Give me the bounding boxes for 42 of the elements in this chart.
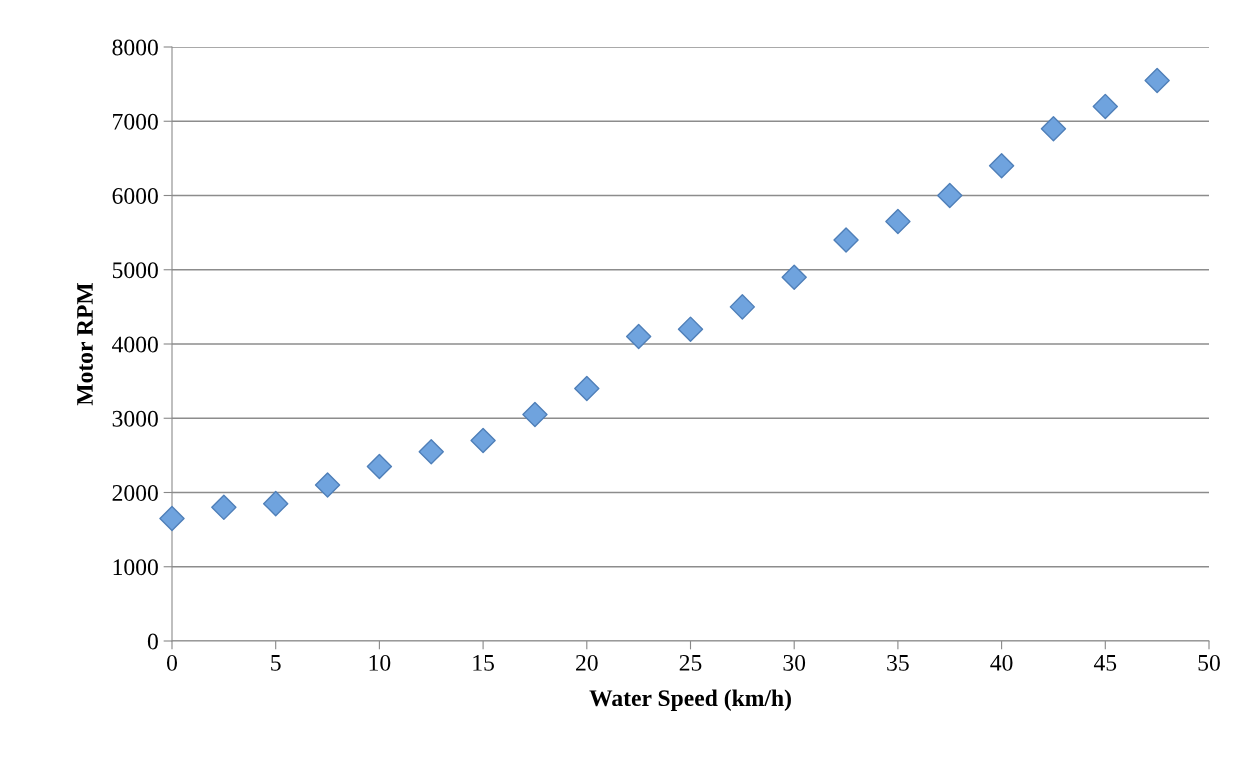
point [574, 375, 600, 402]
y-tick-label: 7000 [113, 113, 158, 130]
point [781, 264, 807, 290]
point [314, 472, 341, 498]
y-tick-label: 4000 [112, 336, 158, 353]
point [418, 438, 444, 465]
y-tick-label: 1000 [113, 559, 158, 576]
x-tick-label: 40 [990, 654, 1013, 671]
point [1144, 67, 1170, 94]
point [262, 490, 289, 517]
x-tick-label: 25 [679, 654, 702, 671]
y-tick-label: 5000 [112, 262, 158, 279]
point [522, 401, 548, 428]
point [1092, 93, 1119, 120]
point [625, 323, 652, 350]
point [470, 427, 496, 454]
point [885, 208, 911, 235]
point [159, 505, 185, 532]
point [366, 453, 393, 480]
y-tick-label: 2000 [112, 484, 158, 501]
x-tick-label: 50 [1198, 654, 1220, 671]
x-tick-label: 30 [783, 654, 806, 671]
x-tick-label: 0 [167, 654, 177, 671]
point [677, 316, 704, 342]
point [833, 227, 859, 253]
y-axis-title: Motor RPM [77, 282, 93, 406]
x-tick-label: 35 [887, 654, 909, 671]
y-tick-label: 6000 [112, 187, 158, 204]
x-tick-label: 15 [473, 654, 494, 671]
x-tick-label: 45 [1093, 655, 1117, 671]
y-tick-label: 0 [147, 633, 158, 650]
x-tick-label: 5 [271, 655, 281, 671]
point [729, 294, 756, 320]
x-tick-label: 10 [369, 654, 391, 671]
point [211, 494, 237, 521]
point [988, 153, 1015, 179]
y-tick-label: 8000 [112, 39, 158, 56]
x-axis-title: Water Speed (km/h) [589, 689, 791, 711]
point [1040, 115, 1067, 142]
x-tick-label: 20 [576, 654, 598, 671]
point [937, 182, 963, 209]
y-tick-label: 3000 [112, 410, 158, 427]
